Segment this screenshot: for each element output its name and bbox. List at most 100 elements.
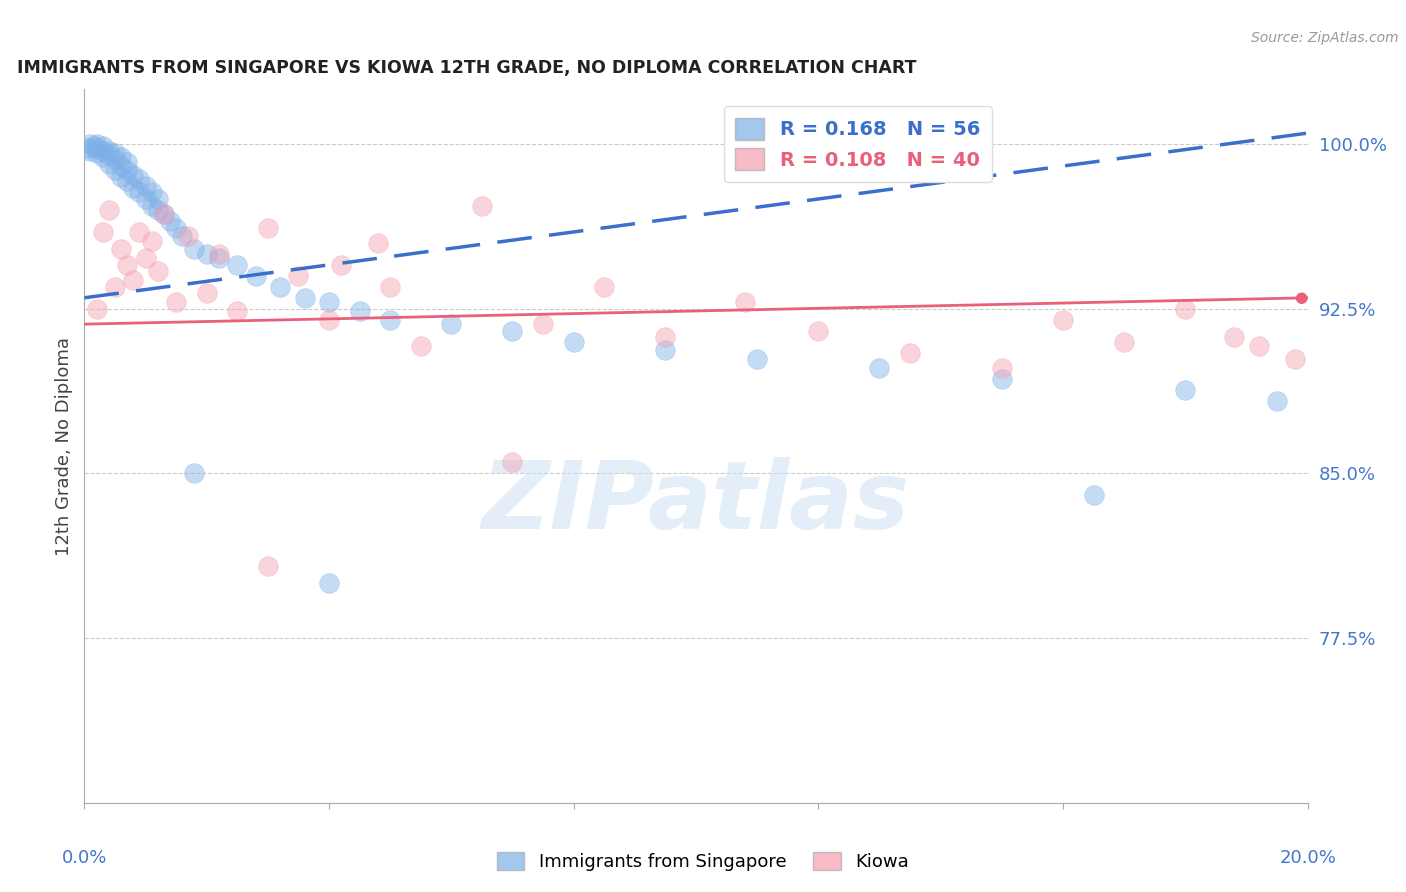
- Text: ZIPatlas: ZIPatlas: [482, 457, 910, 549]
- Point: [257, 558, 280, 573]
- Text: ●: ●: [1295, 290, 1308, 305]
- Point: [502, 324, 524, 338]
- Point: [226, 304, 249, 318]
- Point: [269, 280, 291, 294]
- Point: [991, 372, 1014, 386]
- Text: 0.0%: 0.0%: [62, 849, 107, 867]
- Point: [593, 280, 616, 294]
- Point: [91, 150, 114, 164]
- Point: [159, 214, 181, 228]
- Point: [104, 153, 127, 167]
- Point: [318, 576, 340, 591]
- Point: [122, 273, 145, 287]
- Point: [734, 295, 756, 310]
- Point: [208, 252, 231, 266]
- Point: [91, 225, 114, 239]
- Point: [183, 467, 205, 481]
- Point: [380, 312, 402, 326]
- Point: [562, 334, 585, 349]
- Point: [747, 352, 769, 367]
- Point: [153, 207, 176, 221]
- Point: [177, 229, 200, 244]
- Point: [183, 243, 205, 257]
- Point: [115, 163, 138, 178]
- Y-axis label: 12th Grade, No Diploma: 12th Grade, No Diploma: [55, 336, 73, 556]
- Point: [110, 150, 132, 164]
- Point: [104, 163, 127, 178]
- Point: [153, 207, 176, 221]
- Point: [104, 280, 127, 294]
- Text: 20.0%: 20.0%: [1279, 849, 1336, 867]
- Point: [128, 225, 150, 239]
- Point: [91, 139, 114, 153]
- Point: [1083, 488, 1105, 502]
- Point: [208, 247, 231, 261]
- Point: [146, 202, 169, 217]
- Point: [1174, 301, 1197, 316]
- Point: [76, 141, 98, 155]
- Point: [91, 144, 114, 158]
- Point: [141, 234, 163, 248]
- Point: [110, 159, 132, 173]
- Point: [86, 145, 108, 160]
- Point: [991, 361, 1014, 376]
- Point: [1223, 330, 1246, 344]
- Point: [79, 144, 101, 158]
- Point: [195, 286, 218, 301]
- Point: [146, 192, 169, 206]
- Point: [502, 455, 524, 469]
- Text: IMMIGRANTS FROM SINGAPORE VS KIOWA 12TH GRADE, NO DIPLOMA CORRELATION CHART: IMMIGRANTS FROM SINGAPORE VS KIOWA 12TH …: [17, 59, 917, 77]
- Point: [128, 186, 150, 200]
- Point: [110, 243, 132, 257]
- Point: [294, 291, 316, 305]
- Point: [318, 312, 340, 326]
- Point: [409, 339, 432, 353]
- Point: [172, 229, 194, 244]
- Point: [807, 324, 830, 338]
- Point: [141, 198, 163, 212]
- Point: [380, 280, 402, 294]
- Point: [1265, 394, 1288, 409]
- Point: [97, 202, 120, 217]
- Point: [141, 186, 163, 200]
- Legend: R = 0.168   N = 56, R = 0.108   N = 40: R = 0.168 N = 56, R = 0.108 N = 40: [724, 106, 993, 182]
- Point: [83, 139, 105, 153]
- Point: [654, 343, 676, 358]
- Point: [165, 295, 187, 310]
- Point: [1114, 334, 1136, 349]
- Point: [97, 148, 120, 162]
- Point: [79, 137, 101, 152]
- Point: [287, 268, 309, 283]
- Point: [115, 258, 138, 272]
- Point: [115, 154, 138, 169]
- Point: [1284, 352, 1306, 367]
- Point: [330, 258, 353, 272]
- Point: [318, 295, 340, 310]
- Point: [135, 192, 157, 206]
- Point: [122, 181, 145, 195]
- Point: [104, 145, 127, 160]
- Point: [110, 169, 132, 184]
- Point: [226, 258, 249, 272]
- Point: [97, 144, 120, 158]
- Point: [195, 247, 218, 261]
- Point: [245, 268, 267, 283]
- Point: [146, 264, 169, 278]
- Point: [86, 141, 108, 155]
- Point: [1052, 312, 1074, 326]
- Point: [349, 304, 371, 318]
- Point: [1247, 339, 1270, 353]
- Point: [115, 174, 138, 188]
- Point: [531, 317, 554, 331]
- Point: [367, 235, 389, 250]
- Point: [257, 220, 280, 235]
- Legend: Immigrants from Singapore, Kiowa: Immigrants from Singapore, Kiowa: [491, 845, 915, 879]
- Point: [471, 198, 494, 212]
- Point: [440, 317, 463, 331]
- Point: [86, 137, 108, 152]
- Point: [1174, 383, 1197, 397]
- Point: [86, 301, 108, 316]
- Point: [135, 178, 157, 193]
- Point: [898, 345, 921, 359]
- Text: Source: ZipAtlas.com: Source: ZipAtlas.com: [1251, 31, 1399, 45]
